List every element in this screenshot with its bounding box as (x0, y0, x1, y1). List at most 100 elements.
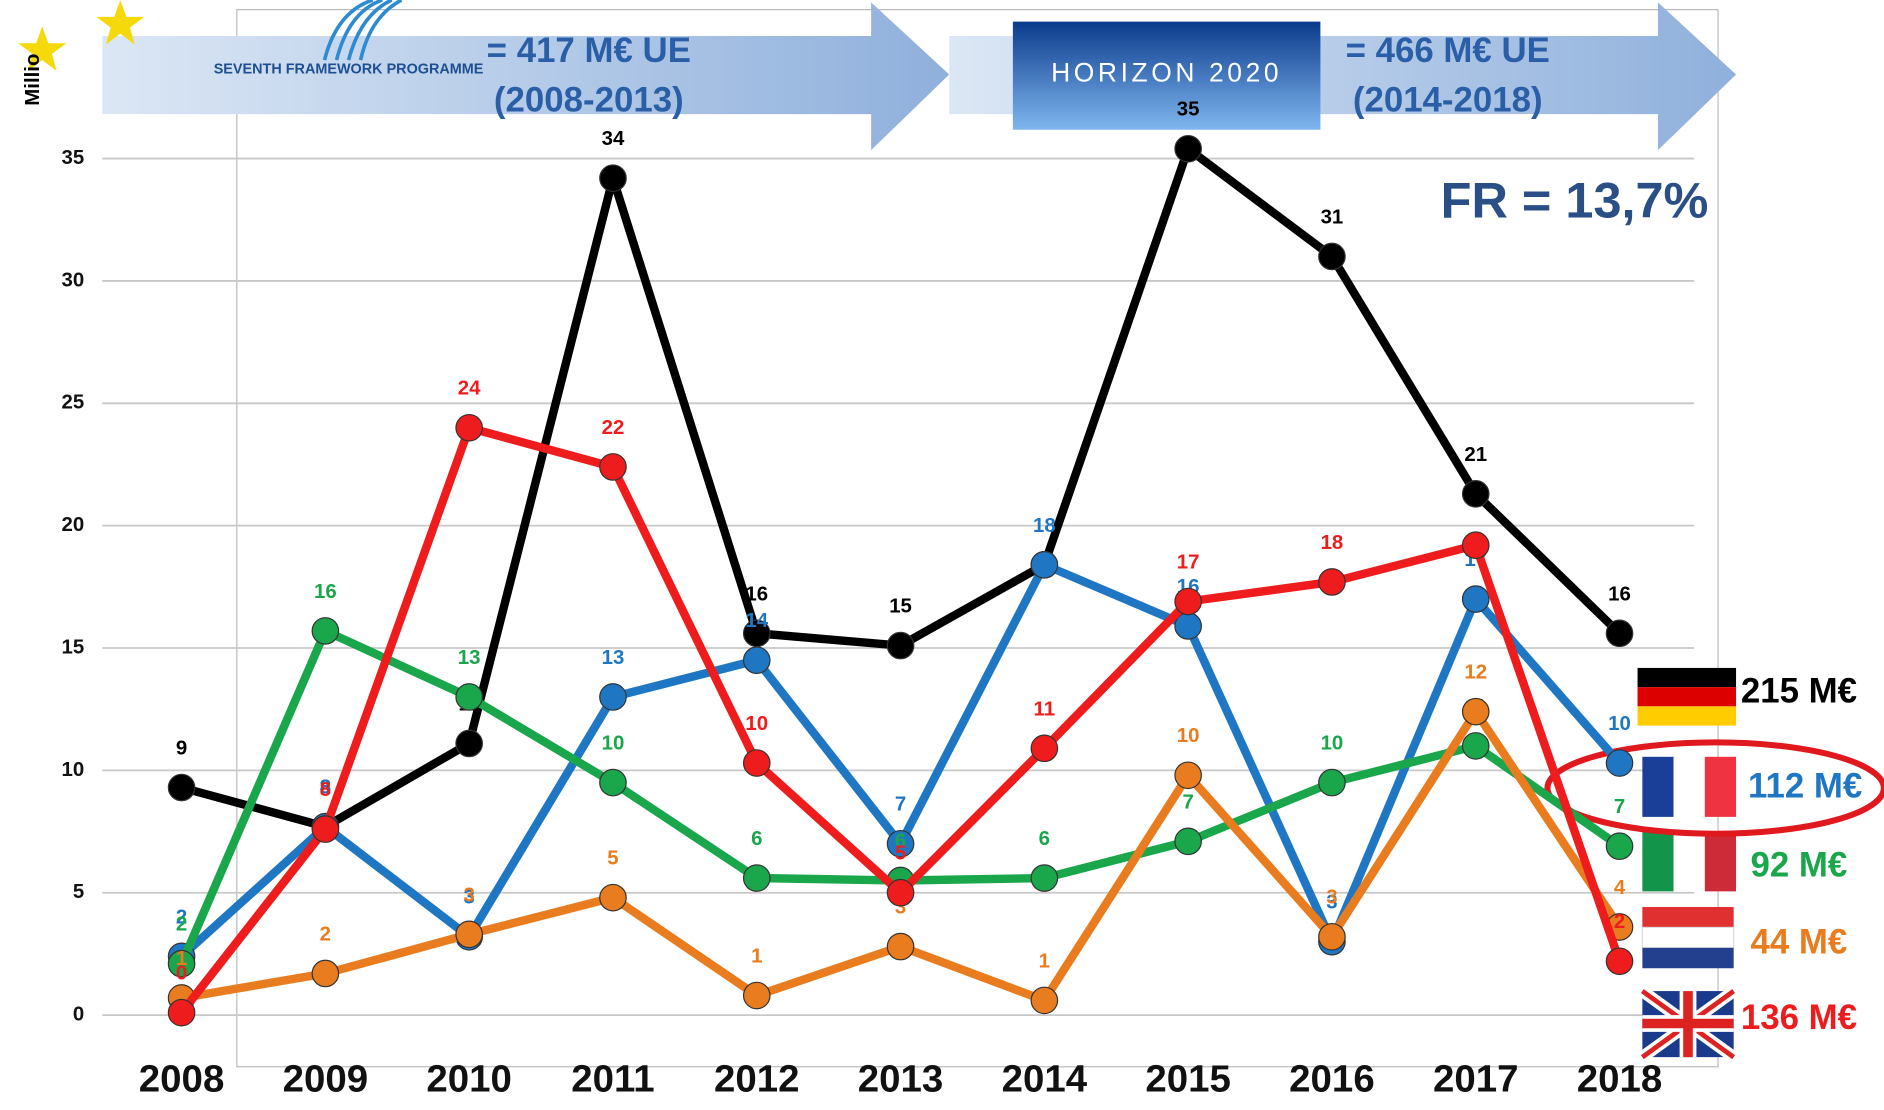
h2020-amount: = 466 M€ UE (1346, 31, 1550, 70)
data-label: 10 (1321, 733, 1344, 755)
data-label: 5 (607, 848, 618, 870)
data-label: 12 (1464, 662, 1487, 684)
legend-label: 44 M€ (1750, 922, 1847, 961)
data-label: 14 (745, 610, 768, 632)
data-point (1463, 481, 1489, 507)
data-label: 22 (602, 417, 625, 439)
data-point (168, 999, 194, 1025)
data-point (456, 684, 482, 710)
data-point (1606, 948, 1632, 974)
series-line (182, 428, 1620, 1013)
data-point (887, 880, 913, 906)
data-label: 10 (745, 713, 768, 735)
x-tick-label: 2011 (571, 1057, 654, 1100)
data-label: 18 (1033, 515, 1056, 537)
data-label: 2 (1614, 911, 1625, 933)
data-label: 5 (895, 843, 906, 865)
data-label: 11 (1034, 698, 1056, 720)
data-point (456, 415, 482, 441)
data-point (744, 865, 770, 891)
x-tick-label: 2012 (714, 1057, 800, 1100)
data-label: 15 (889, 596, 912, 618)
flag-fr (1642, 757, 1736, 817)
data-point (1175, 136, 1201, 162)
data-point (1463, 733, 1489, 759)
flag-it (1642, 831, 1736, 891)
fp7-logo: SEVENTH FRAMEWORK PROGRAMME (214, 61, 484, 77)
data-point (1606, 833, 1632, 859)
data-point (887, 933, 913, 959)
data-label: 18 (1321, 532, 1344, 554)
data-point (1319, 769, 1345, 795)
data-point (456, 730, 482, 756)
data-point (1463, 586, 1489, 612)
data-label: 1 (751, 945, 762, 967)
data-label: 34 (602, 128, 625, 150)
legend-label: 136 M€ (1741, 998, 1857, 1037)
x-tick-label: 2017 (1433, 1057, 1519, 1100)
h2020-logo: HORIZON 2020 (1051, 57, 1282, 87)
data-label: 1 (1039, 950, 1050, 972)
data-label: 8 (320, 779, 331, 801)
data-label: 3 (1326, 887, 1337, 909)
data-label: 4 (1614, 877, 1626, 899)
data-point (1175, 588, 1201, 614)
data-point (1175, 828, 1201, 854)
data-point (600, 454, 626, 480)
data-point (1319, 243, 1345, 269)
data-point (1031, 987, 1057, 1013)
fp7-period: (2008-2013) (494, 80, 684, 119)
data-label: 17 (1177, 551, 1200, 573)
chart: 05101520253035 SEVENTH FRAMEWORK PROGRAM… (0, 0, 1884, 1110)
data-point (168, 774, 194, 800)
y-tick-label: 25 (62, 392, 85, 414)
y-tick-label: 0 (73, 1003, 84, 1025)
plot-frame (237, 10, 1718, 1067)
data-point (312, 960, 338, 986)
data-label: 0 (176, 963, 187, 985)
data-point (456, 921, 482, 947)
data-label: 16 (1608, 583, 1631, 605)
data-point (1463, 532, 1489, 558)
x-tick-label: 2018 (1577, 1057, 1663, 1100)
data-point (600, 884, 626, 910)
h2020-period: (2014-2018) (1353, 80, 1543, 119)
data-label: 7 (1614, 796, 1625, 818)
data-label: 7 (1182, 791, 1193, 813)
data-point (312, 816, 338, 842)
y-tick-label: 30 (62, 269, 85, 291)
data-label: 13 (602, 647, 625, 669)
data-point (1031, 552, 1057, 578)
flag-de (1638, 668, 1737, 726)
data-label: 13 (458, 647, 481, 669)
annotation: FR = 13,7% (1441, 172, 1709, 229)
y-axis-label: Millio (22, 54, 44, 106)
legend-label: 112 M€ (1748, 766, 1862, 805)
data-point (600, 165, 626, 191)
data-label: 6 (1039, 828, 1050, 850)
fp7-amount: = 417 M€ UE (487, 31, 691, 70)
data-label: 6 (751, 828, 762, 850)
data-label: 9 (176, 737, 187, 759)
y-tick-label: 5 (73, 881, 84, 903)
data-point (887, 632, 913, 658)
data-label: 24 (458, 378, 481, 400)
data-label: 3 (463, 884, 474, 906)
flag-nl (1642, 907, 1733, 968)
y-tick-label: 20 (62, 514, 85, 536)
data-label: 35 (1177, 99, 1200, 121)
data-point (1031, 735, 1057, 761)
data-label: 31 (1321, 206, 1344, 228)
data-point (1606, 750, 1632, 776)
data-label: 16 (745, 583, 768, 605)
x-tick-label: 2009 (283, 1057, 369, 1100)
y-tick-label: 15 (62, 636, 85, 658)
data-point (1319, 924, 1345, 950)
data-point (744, 647, 770, 673)
y-tick-label: 10 (62, 759, 85, 781)
x-tick-label: 2013 (858, 1057, 944, 1100)
x-tick-label: 2008 (139, 1057, 225, 1100)
data-point (744, 982, 770, 1008)
legend-label: 215 M€ (1741, 671, 1857, 710)
data-point (1175, 762, 1201, 788)
